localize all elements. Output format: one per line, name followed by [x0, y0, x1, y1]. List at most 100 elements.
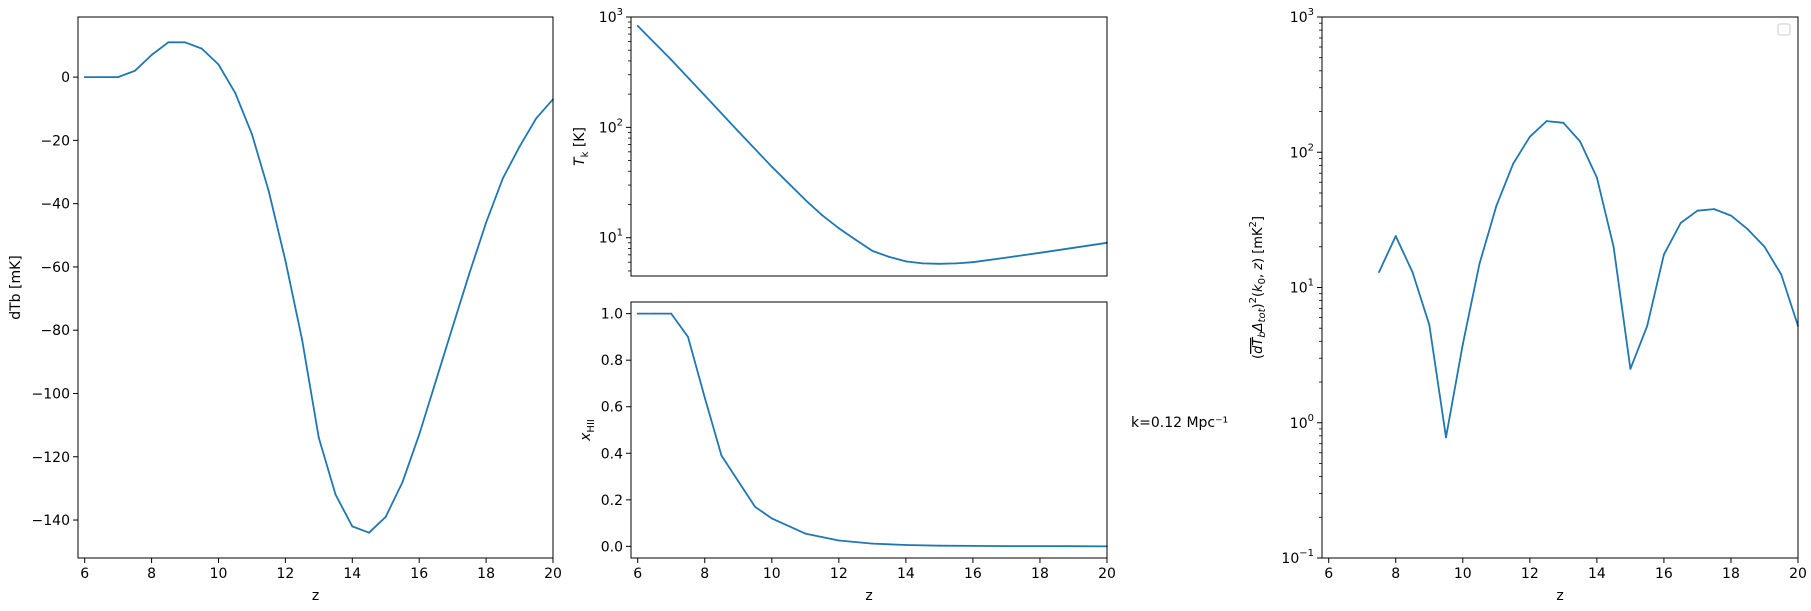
- x-tick-label-ps: 10: [1454, 566, 1472, 582]
- x-tick-label-dtb: 12: [276, 566, 294, 582]
- data-point-tk: [1005, 256, 1008, 259]
- y-tick-label-dtb: −80: [40, 323, 70, 339]
- data-point-dtb: [451, 326, 454, 328]
- data-point-ps: [1478, 262, 1481, 265]
- y-tick-label-ps: 100: [1290, 413, 1314, 432]
- x-tick-label-xhii: 20: [1098, 566, 1116, 582]
- data-point-dtb: [418, 433, 421, 436]
- x-tick-label-xhii: 6: [633, 566, 642, 582]
- data-point-dtb: [435, 379, 437, 382]
- chart-xhii: 6 8 10 12 14 16 18 20 z 0.0 0.2 0.4 0.6 0.8 1.0 xHII: [578, 301, 1116, 604]
- data-point-ps: [1663, 253, 1665, 256]
- data-point-ps: [1746, 228, 1749, 231]
- data-point-dtb: [117, 76, 120, 79]
- data-point-xhii: [938, 544, 941, 547]
- x-tick-label-ps: 18: [1722, 566, 1740, 582]
- x-tick-label-dtb: 14: [343, 566, 361, 582]
- data-point-ps: [1612, 245, 1615, 248]
- data-point-dtb: [251, 133, 253, 135]
- y-axis-label-tk: Tk [K]: [572, 127, 591, 166]
- data-point-xhii: [837, 539, 840, 542]
- data-point-dtb: [200, 47, 203, 50]
- data-point-tk: [871, 249, 874, 252]
- x-axis-label-ps: z: [1556, 588, 1563, 604]
- axes-frame-xhii: [630, 301, 1108, 559]
- data-point-tk: [1072, 246, 1075, 249]
- data-point-xhii: [754, 505, 756, 508]
- data-point-xhii: [703, 396, 706, 399]
- y-tick-label-ps: 101: [1290, 278, 1314, 297]
- data-point-xhii: [653, 312, 656, 315]
- data-point-tk: [737, 130, 740, 133]
- data-point-ps: [1595, 176, 1598, 179]
- data-point-ps: [1562, 121, 1565, 124]
- data-point-dtb: [83, 76, 86, 79]
- data-point-tk: [770, 165, 773, 168]
- data-point-tk: [888, 256, 891, 258]
- x-tick-label-ps: 8: [1391, 566, 1400, 582]
- data-point-xhii: [1072, 545, 1075, 548]
- data-point-dtb: [401, 481, 404, 483]
- data-point-dtb: [267, 190, 270, 192]
- data-point-ps: [1579, 140, 1582, 143]
- x-tick-label-ps: 20: [1789, 566, 1807, 582]
- data-point-dtb: [150, 54, 153, 56]
- y-tick-label-xhii: 0.0: [601, 539, 623, 555]
- x-tick-label-xhii: 14: [897, 566, 915, 582]
- data-point-ps: [1411, 271, 1414, 273]
- y-tick-label-dtb: −60: [40, 260, 70, 276]
- data-point-dtb: [301, 338, 304, 341]
- y-tick-label-tk: 101: [599, 228, 623, 247]
- x-tick-label-ps: 12: [1521, 566, 1539, 582]
- data-point-ps: [1445, 436, 1447, 439]
- data-point-tk: [636, 25, 639, 27]
- x-tick-label-ps: 16: [1655, 566, 1673, 582]
- x-tick-label-ps: 6: [1324, 566, 1333, 582]
- y-tick-label-dtb: −40: [40, 197, 70, 213]
- series-line-ps: [1378, 120, 1799, 439]
- data-point-xhii: [804, 532, 807, 535]
- data-point-ps: [1646, 325, 1649, 327]
- series-line-dtb: [84, 41, 554, 534]
- data-point-dtb: [535, 117, 538, 120]
- y-tick-label-xhii: 0.2: [601, 493, 623, 509]
- data-point-tk: [955, 262, 958, 265]
- data-point-tk: [703, 94, 706, 97]
- data-point-xhii: [1039, 545, 1041, 548]
- chart-dtb: 6 8 10 12 14 16 18 20 z 0 −20 −40 −60 −80 −100 −120 −140…: [8, 16, 562, 604]
- data-point-tk: [1039, 251, 1041, 254]
- y-tick-label-xhii: 0.4: [601, 446, 623, 462]
- data-point-ps: [1763, 245, 1766, 248]
- data-point-ps: [1461, 343, 1464, 346]
- axes-frame-tk: [630, 16, 1108, 277]
- data-point-dtb: [184, 41, 186, 44]
- x-tick-label-dtb: 8: [147, 566, 156, 582]
- data-point-xhii: [670, 312, 673, 315]
- data-point-tk: [670, 58, 673, 61]
- data-point-dtb: [234, 92, 237, 94]
- data-point-ps: [1428, 323, 1431, 326]
- data-point-tk: [804, 199, 807, 201]
- data-point-xhii: [904, 544, 907, 546]
- y-tick-label-ps: 102: [1290, 142, 1314, 161]
- data-point-xhii: [636, 312, 639, 315]
- x-tick-label-dtb: 20: [544, 566, 562, 582]
- y-axis-label-xhii: xHII: [578, 419, 597, 442]
- x-axis-label-xhii: z: [865, 588, 872, 604]
- y-tick-label-tk: 102: [599, 117, 623, 136]
- data-point-dtb: [217, 63, 220, 66]
- x-tick-label-xhii: 16: [964, 566, 982, 582]
- series-line-tk: [637, 25, 1108, 265]
- data-point-dtb: [368, 531, 370, 534]
- y-axis-label-dtb: dTb [mK]: [8, 255, 24, 320]
- data-point-dtb: [518, 145, 521, 148]
- y-tick-label-ps: 10−1: [1281, 548, 1314, 567]
- y-tick-label-dtb: −120: [32, 450, 70, 466]
- data-point-tk: [972, 261, 974, 264]
- x-tick-label-xhii: 12: [830, 566, 848, 582]
- data-point-dtb: [100, 76, 103, 79]
- k-annotation: k=0.12 Mpc⁻¹: [1131, 415, 1228, 431]
- x-tick-label-dtb: 6: [80, 566, 89, 582]
- data-point-tk: [837, 227, 840, 230]
